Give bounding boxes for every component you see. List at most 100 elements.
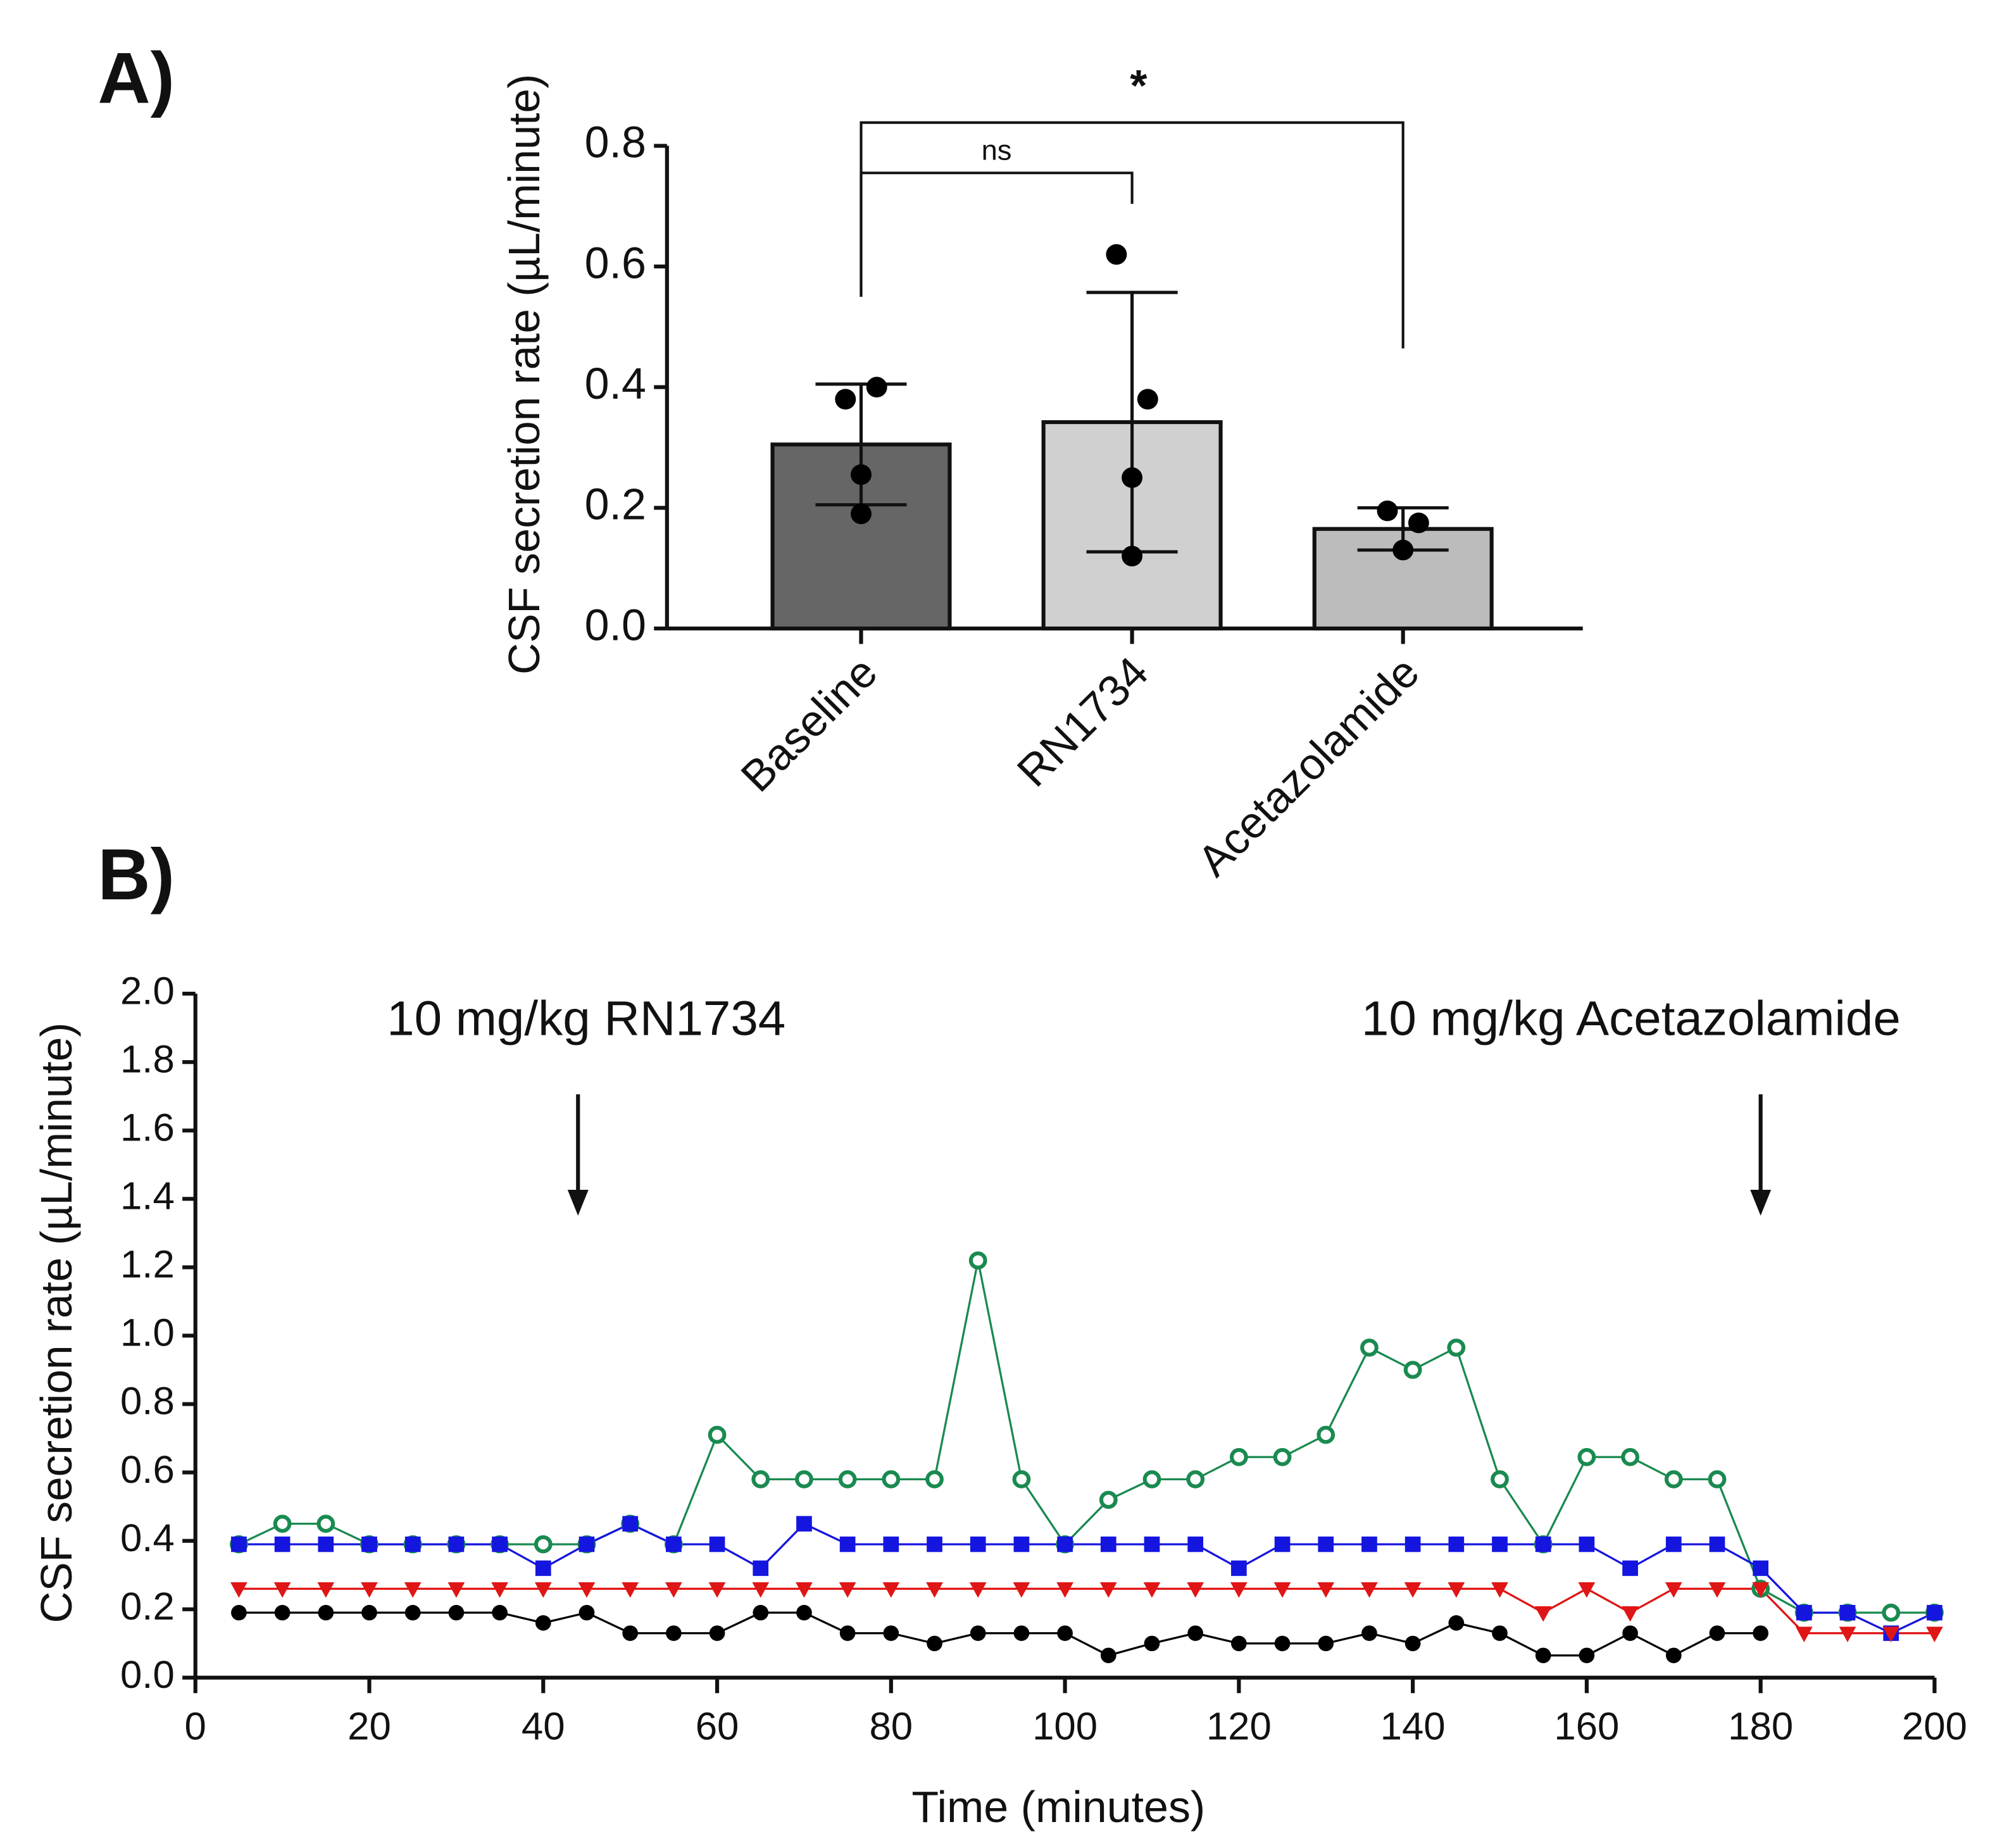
marker (666, 1536, 682, 1552)
marker (1057, 1536, 1073, 1552)
marker (1361, 1536, 1377, 1552)
y-tick-label: 0.2 (585, 480, 646, 529)
marker (927, 1536, 942, 1552)
y-tick-label: 0.8 (585, 118, 646, 167)
marker (361, 1604, 377, 1621)
marker (1447, 1339, 1466, 1357)
series-line (238, 1260, 1935, 1614)
marker (1534, 1606, 1552, 1622)
marker (1448, 1582, 1465, 1598)
marker (1186, 1470, 1205, 1489)
marker (1709, 1536, 1725, 1552)
arrow-head (1750, 1190, 1772, 1216)
marker (1404, 1582, 1422, 1598)
marker (839, 1536, 856, 1552)
marker (665, 1582, 682, 1598)
marker (1752, 1582, 1770, 1598)
data-point (1122, 546, 1143, 566)
marker (1491, 1582, 1508, 1598)
marker (839, 1582, 856, 1598)
data-point (866, 377, 887, 398)
y-tick-label: 0.4 (120, 1516, 175, 1560)
marker (1753, 1625, 1769, 1641)
marker (883, 1536, 899, 1552)
marker (317, 1582, 335, 1598)
marker (491, 1582, 508, 1598)
marker (1403, 1361, 1422, 1379)
marker (795, 1470, 813, 1489)
marker (1361, 1582, 1378, 1598)
y-tick-label: 2.0 (120, 970, 175, 1013)
marker (273, 1582, 291, 1598)
marker (534, 1582, 552, 1598)
annotation: 10 mg/kg Acetazolamide (1361, 992, 1901, 1046)
marker (404, 1536, 421, 1552)
marker (1318, 1536, 1334, 1552)
marker (1622, 1625, 1638, 1641)
marker (448, 1536, 465, 1552)
marker (1187, 1536, 1204, 1552)
y-tick-label: 1.6 (120, 1106, 175, 1150)
marker (1144, 1635, 1160, 1652)
data-point (851, 464, 872, 485)
data-point (1122, 467, 1143, 489)
marker (708, 1582, 726, 1598)
marker (1273, 1582, 1291, 1598)
marker (1708, 1582, 1726, 1598)
marker (1622, 1606, 1639, 1622)
marker (447, 1582, 465, 1598)
marker (361, 1582, 378, 1598)
y-tick-label: 1.8 (120, 1038, 175, 1082)
marker (622, 1516, 639, 1532)
x-tick-label: 100 (1032, 1705, 1098, 1749)
marker (1273, 1448, 1292, 1466)
x-axis-label: Time (minutes) (911, 1782, 1205, 1832)
marker (448, 1604, 465, 1621)
marker (1056, 1582, 1073, 1598)
marker (882, 1582, 900, 1598)
marker (318, 1604, 334, 1621)
marker (708, 1425, 727, 1444)
marker (1100, 1536, 1116, 1552)
y-tick-label: 0.0 (120, 1653, 175, 1697)
data-point (1392, 539, 1414, 561)
marker (970, 1536, 986, 1552)
marker (1317, 1582, 1335, 1598)
marker (231, 1536, 247, 1552)
marker (1231, 1560, 1247, 1576)
y-axis-label: CSF secretion rate (µL/minute) (32, 1023, 81, 1623)
marker (274, 1604, 291, 1621)
marker (927, 1635, 942, 1652)
y-tick-label: 0.8 (120, 1380, 175, 1423)
x-tick-label: 200 (1902, 1705, 1967, 1749)
marker (579, 1536, 595, 1552)
marker (882, 1470, 901, 1489)
marker (1274, 1635, 1291, 1652)
marker (1753, 1560, 1769, 1576)
y-tick-label: 0.4 (585, 359, 646, 408)
marker (1231, 1635, 1247, 1652)
marker (969, 1582, 987, 1598)
marker (925, 1470, 944, 1489)
significance-label: * (1130, 61, 1148, 110)
marker (839, 1625, 856, 1641)
marker (1665, 1647, 1682, 1663)
marker (1708, 1470, 1727, 1489)
marker (1448, 1536, 1465, 1552)
marker (1709, 1625, 1725, 1641)
marker (1360, 1339, 1379, 1357)
marker (1404, 1635, 1421, 1652)
marker (1013, 1582, 1030, 1598)
marker (1882, 1603, 1901, 1622)
marker (1013, 1625, 1030, 1641)
marker (1142, 1470, 1161, 1489)
marker (1664, 1470, 1683, 1489)
data-point (1408, 512, 1429, 534)
marker (1404, 1536, 1421, 1552)
marker (318, 1536, 334, 1552)
marker (1665, 1536, 1682, 1552)
marker (1578, 1582, 1596, 1598)
x-tick-label: 80 (869, 1705, 913, 1749)
significance-label: ns (982, 134, 1012, 166)
